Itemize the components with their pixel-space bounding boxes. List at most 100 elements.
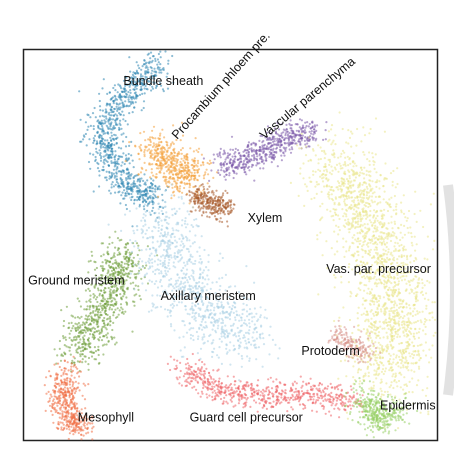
point: [212, 211, 215, 214]
point: [156, 187, 159, 190]
point: [99, 311, 102, 314]
point: [219, 306, 223, 309]
point: [254, 144, 257, 147]
point: [139, 143, 142, 147]
point: [188, 285, 191, 288]
point: [85, 308, 88, 311]
point: [116, 160, 119, 163]
point: [154, 272, 157, 276]
point: [199, 208, 202, 211]
point: [375, 334, 378, 337]
point: [202, 157, 205, 160]
point: [157, 167, 160, 170]
point: [101, 309, 104, 312]
point: [129, 272, 132, 275]
point: [158, 212, 161, 215]
point: [123, 257, 126, 260]
point: [119, 106, 122, 109]
point: [253, 281, 256, 284]
point: [167, 264, 170, 267]
point: [184, 276, 187, 279]
point: [179, 139, 182, 142]
point: [381, 356, 384, 359]
point: [109, 108, 112, 112]
point: [110, 128, 113, 131]
point: [251, 316, 254, 319]
point: [379, 297, 382, 300]
point: [120, 87, 123, 90]
point: [356, 225, 360, 229]
point: [85, 326, 88, 329]
point: [120, 306, 123, 309]
point: [109, 136, 112, 139]
point: [100, 134, 103, 137]
point: [176, 175, 179, 178]
point: [167, 180, 171, 183]
point: [137, 263, 140, 266]
point: [341, 127, 344, 131]
point: [378, 320, 381, 323]
point: [127, 257, 131, 260]
point: [192, 327, 195, 330]
point: [186, 279, 189, 282]
point: [338, 217, 341, 221]
point: [159, 63, 162, 66]
point: [219, 206, 222, 209]
point: [156, 240, 159, 243]
point: [102, 122, 105, 125]
point: [221, 220, 224, 224]
point: [151, 241, 154, 244]
point: [347, 218, 350, 221]
point: [112, 99, 115, 103]
point: [106, 139, 109, 142]
point: [400, 323, 404, 326]
point: [153, 157, 156, 160]
point: [307, 125, 310, 128]
point: [190, 171, 193, 174]
point: [115, 261, 118, 264]
point: [216, 327, 219, 330]
point: [239, 160, 243, 163]
point: [151, 199, 154, 202]
point: [118, 84, 121, 87]
point: [87, 314, 91, 317]
point: [383, 279, 386, 282]
point: [229, 341, 232, 344]
point: [399, 366, 402, 369]
point: [400, 243, 403, 247]
point: [97, 135, 100, 138]
point: [101, 109, 104, 112]
point: [269, 325, 272, 328]
point: [363, 166, 366, 169]
point: [147, 143, 150, 147]
point: [164, 269, 167, 272]
point: [148, 152, 152, 155]
point: [409, 255, 412, 258]
point: [224, 202, 227, 205]
point: [395, 304, 398, 307]
point: [347, 228, 350, 231]
point: [186, 167, 189, 170]
point: [105, 124, 108, 127]
point: [81, 353, 84, 356]
point: [98, 153, 102, 157]
point: [176, 154, 179, 157]
point: [140, 68, 143, 71]
point: [103, 267, 106, 271]
point: [105, 146, 108, 149]
point: [105, 179, 108, 182]
point: [198, 285, 201, 288]
point: [89, 167, 92, 170]
point: [145, 229, 148, 232]
point: [185, 193, 188, 196]
point: [140, 249, 143, 252]
point: [131, 159, 134, 162]
point: [234, 285, 237, 288]
point: [410, 232, 413, 235]
point: [247, 141, 250, 144]
point: [365, 173, 368, 176]
point: [83, 308, 86, 311]
point: [395, 381, 398, 384]
point: [382, 198, 385, 201]
point: [143, 92, 146, 95]
